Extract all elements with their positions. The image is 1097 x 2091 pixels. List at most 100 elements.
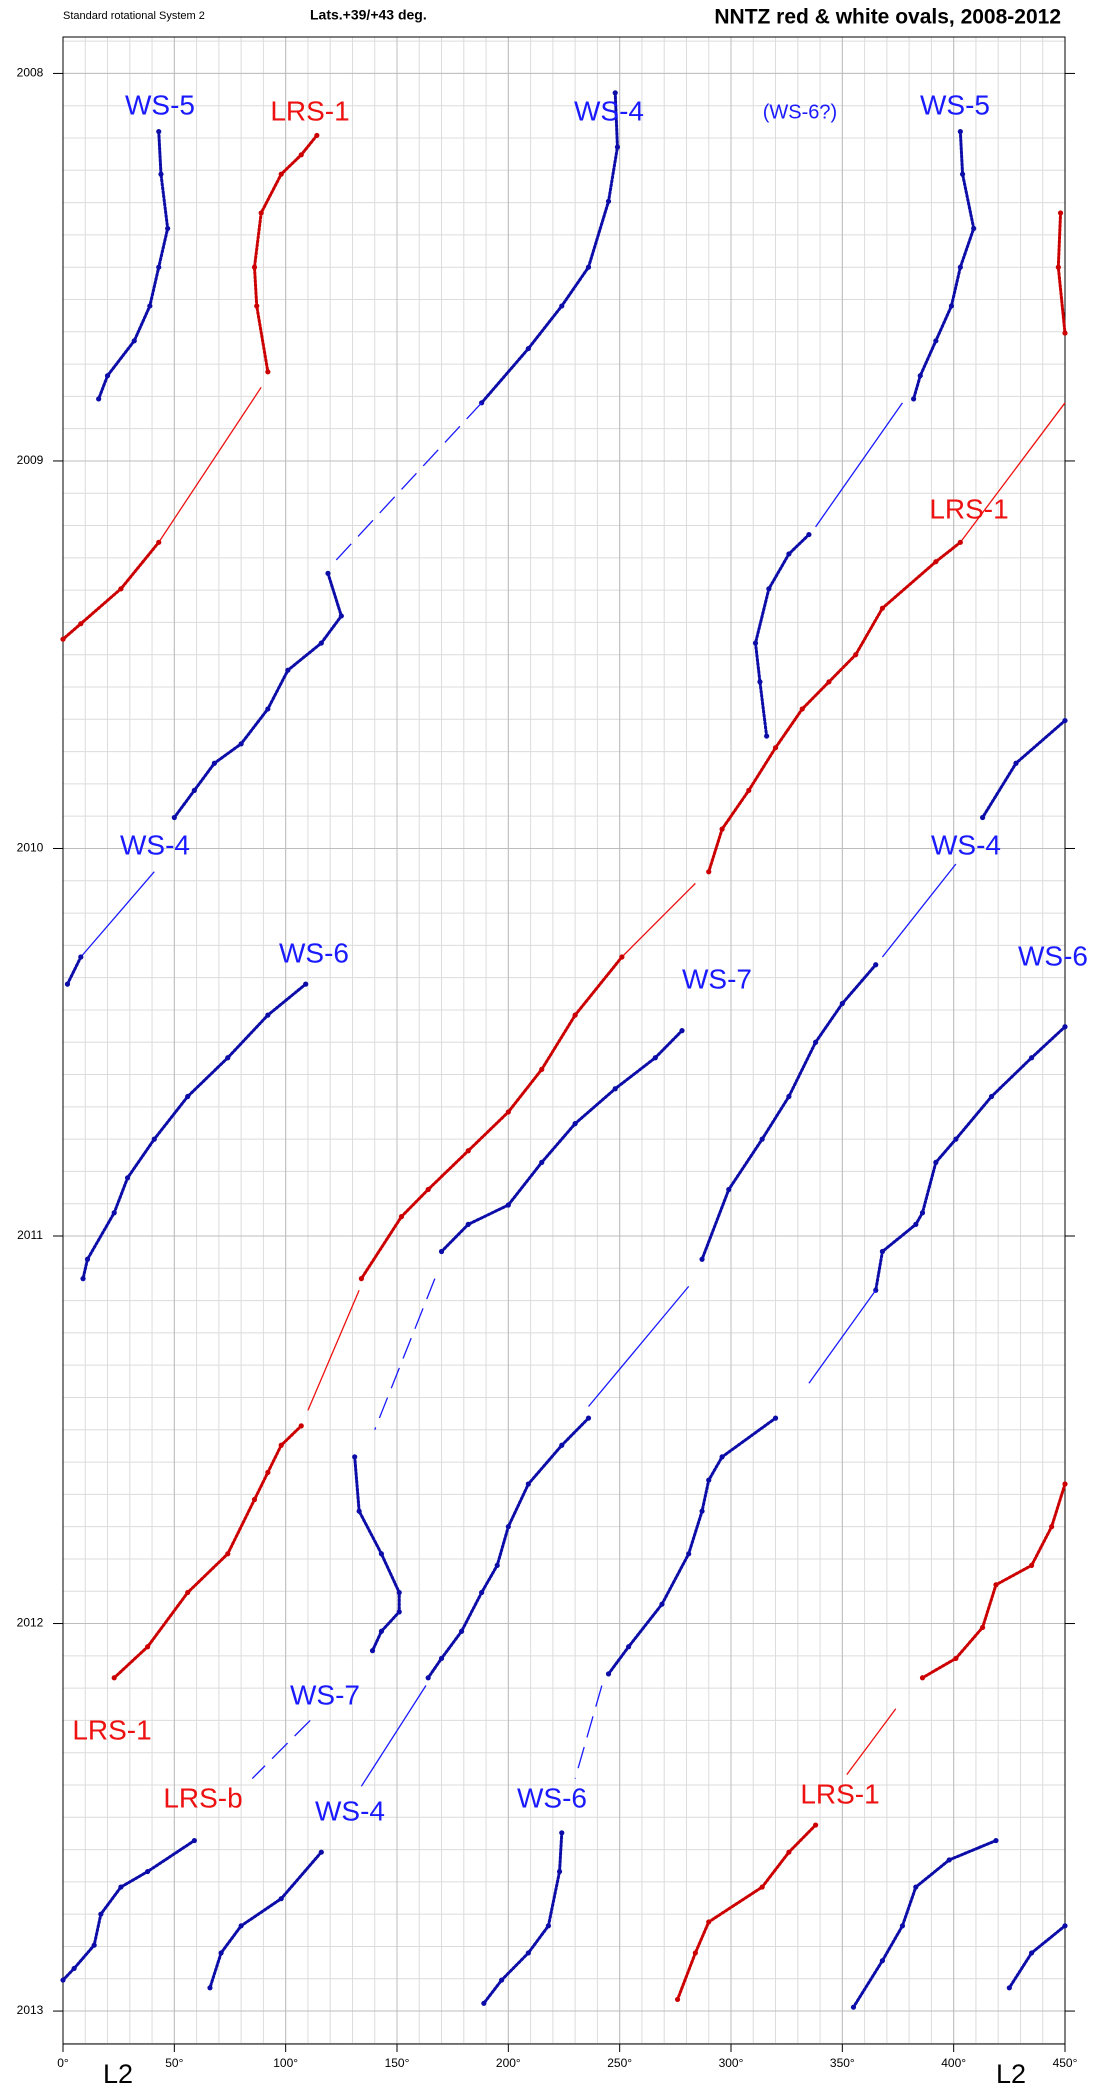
observation [545, 1923, 552, 1929]
observation [158, 171, 164, 177]
observation [251, 264, 258, 270]
observation [919, 1210, 926, 1216]
observation [1049, 1524, 1055, 1530]
observation [879, 605, 886, 611]
observation [980, 814, 986, 821]
track [912, 130, 976, 401]
observation [1062, 1481, 1068, 1487]
observation [396, 1589, 402, 1596]
observation [686, 1551, 692, 1557]
header: Standard rotational System 2 [63, 10, 205, 22]
observation [238, 1923, 244, 1929]
observation [499, 1977, 505, 1983]
x-tick-label: 350° [830, 2056, 855, 2070]
link [80, 871, 155, 958]
dashed-link [251, 1719, 311, 1780]
dashed-link [374, 1278, 436, 1431]
observation [479, 1589, 485, 1596]
track [707, 540, 962, 874]
observation [913, 1221, 919, 1227]
observation [919, 1675, 926, 1681]
observation [98, 1911, 104, 1917]
observation [396, 1609, 402, 1615]
observation [494, 1562, 500, 1569]
observation [879, 1958, 886, 1964]
annotation: WS-4 [574, 95, 644, 126]
annotation: WS-6 [517, 1782, 587, 1813]
chart-title: NNTZ red & white ovals, 2008-2012 [714, 6, 1061, 29]
observation [933, 338, 939, 344]
observation [111, 1675, 117, 1681]
observation [585, 264, 592, 270]
observation [913, 1884, 919, 1890]
observation [111, 1210, 117, 1216]
track [65, 955, 83, 986]
observation [378, 1628, 385, 1634]
observation [719, 826, 725, 832]
observation [572, 1121, 578, 1127]
annotation: LRS-1 [929, 493, 1008, 524]
observation [505, 1109, 511, 1115]
y-tick-label: 2011 [17, 1228, 43, 1242]
observation [993, 1582, 999, 1588]
observation [806, 531, 812, 538]
observation [813, 1822, 819, 1828]
observation [957, 539, 963, 545]
annotation: LRS-1 [800, 1778, 879, 1809]
observation [525, 345, 531, 352]
observation [539, 1066, 545, 1072]
observation [786, 551, 792, 557]
observation [298, 152, 304, 158]
observation [1057, 210, 1064, 216]
observation [706, 869, 712, 875]
observation [238, 741, 244, 747]
observation [147, 303, 153, 309]
observation [131, 338, 137, 344]
observation [786, 1849, 792, 1855]
observation [726, 1186, 732, 1193]
observation [764, 733, 770, 739]
link [621, 882, 696, 958]
observation [948, 303, 955, 309]
observation [625, 1644, 632, 1650]
annotation: WS-7 [290, 1679, 360, 1710]
observation [933, 559, 939, 565]
track [97, 130, 170, 401]
observation [438, 1248, 445, 1255]
observation [873, 962, 879, 968]
observation [826, 679, 832, 685]
observation [145, 1868, 151, 1875]
observation [465, 1221, 471, 1227]
observation [612, 90, 618, 96]
observation [572, 1012, 578, 1018]
observation [265, 706, 271, 712]
annotation: WS-4 [120, 829, 190, 860]
observation [786, 1093, 792, 1100]
observation [772, 745, 779, 751]
observation [64, 981, 71, 987]
observation [84, 1256, 91, 1262]
observation [757, 679, 763, 685]
observation [78, 621, 84, 627]
x-tick-label: 200° [496, 2056, 521, 2070]
observation [1062, 330, 1068, 336]
y-tick-label: 2009 [17, 453, 44, 467]
observation [799, 706, 805, 712]
dashed-link [334, 402, 483, 563]
observation [505, 1202, 511, 1208]
observation [211, 760, 218, 766]
observation [398, 1214, 405, 1220]
observation [1006, 1985, 1012, 1991]
observation [1055, 264, 1061, 270]
observation [1029, 1562, 1035, 1569]
observation [60, 636, 66, 642]
observation [585, 1415, 592, 1421]
x-tick-label: 50° [165, 2056, 183, 2070]
observation [1013, 760, 1019, 766]
observation [699, 1256, 705, 1262]
x-tick-label: 300° [719, 2056, 744, 2070]
observation [559, 303, 565, 309]
observation [1029, 1055, 1035, 1061]
y-tick-label: 2010 [17, 841, 44, 855]
